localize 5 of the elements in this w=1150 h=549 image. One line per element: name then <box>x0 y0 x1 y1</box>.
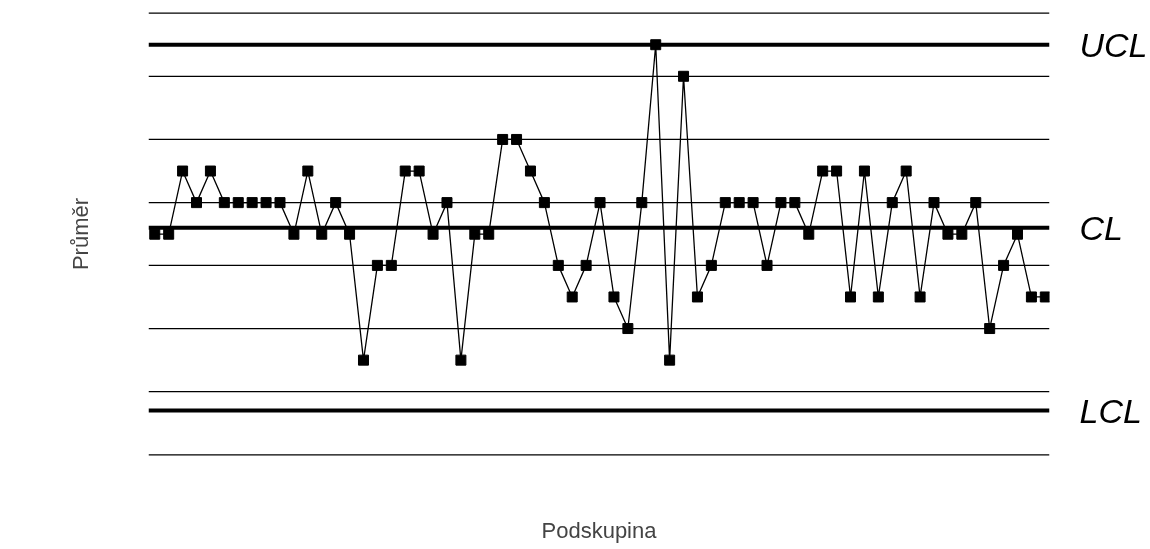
ref-line-label: CL <box>1079 208 1123 247</box>
y-axis-title: Průměr <box>67 197 93 271</box>
ref-line-label: LCL <box>1079 391 1142 430</box>
ref-line-label: UCL <box>1079 25 1148 64</box>
x-axis-title: Podskupina <box>541 517 658 543</box>
